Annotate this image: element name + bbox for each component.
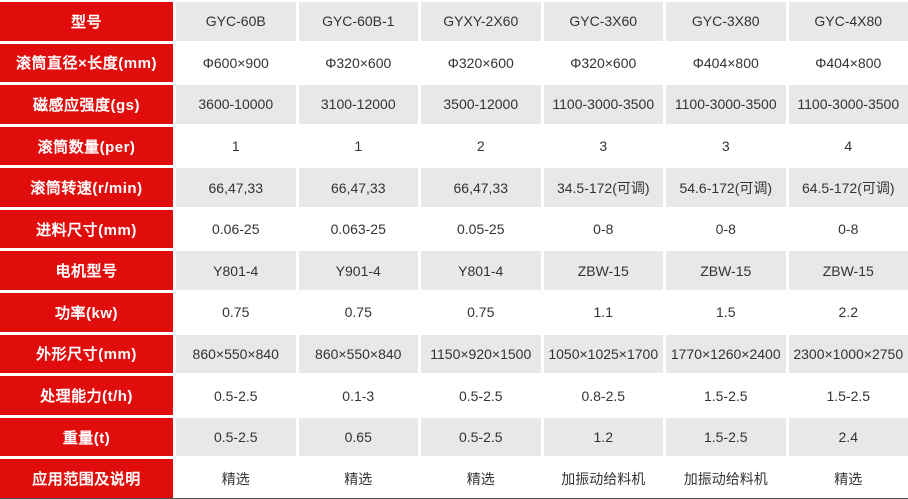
- data-cell: 2.4: [788, 417, 908, 457]
- row-label: 功率(kw): [0, 293, 173, 332]
- data-cell: 0.05-25: [421, 209, 541, 249]
- data-cell: 3: [666, 126, 786, 166]
- data-cell: ZBW-15: [666, 251, 786, 291]
- data-cell: 1: [298, 126, 418, 166]
- data-cell: 66,47,33: [421, 168, 541, 207]
- data-cell: 精选: [421, 459, 541, 498]
- data-cell: 0.5-2.5: [176, 376, 296, 415]
- data-cell: 66,47,33: [298, 168, 418, 207]
- row-label: 型号: [0, 2, 173, 41]
- data-cell: 精选: [788, 459, 908, 498]
- data-cell: 1.5-2.5: [666, 376, 786, 415]
- data-cell: Φ404×800: [666, 43, 786, 83]
- data-cell: ZBW-15: [788, 251, 908, 291]
- data-cell: GYC-3X80: [666, 2, 786, 41]
- data-cell: 1150×920×1500: [421, 334, 541, 374]
- row-label: 滚筒转速(r/min): [0, 168, 173, 207]
- row-label: 滚筒数量(per): [0, 126, 173, 166]
- data-cell: 0.65: [298, 417, 418, 457]
- data-cell: GYC-60B-1: [298, 2, 418, 41]
- row-label: 应用范围及说明: [0, 459, 173, 498]
- data-cell: Φ600×900: [176, 43, 296, 83]
- data-cell: 1.5-2.5: [666, 417, 786, 457]
- data-cell: 3100-12000: [298, 85, 418, 124]
- data-cell: Y901-4: [298, 251, 418, 291]
- row-label: 电机型号: [0, 251, 173, 291]
- data-cell: 2300×1000×2750: [788, 334, 908, 374]
- row-label: 外形尺寸(mm): [0, 334, 173, 374]
- data-cell: 1.5-2.5: [788, 376, 908, 415]
- data-cell: 0.063-25: [298, 209, 418, 249]
- data-cell: 54.6-172(可调): [666, 168, 786, 207]
- data-cell: 3: [543, 126, 663, 166]
- data-cell: 0.1-3: [298, 376, 418, 415]
- row-label: 处理能力(t/h): [0, 376, 173, 415]
- data-cell: 3600-10000: [176, 85, 296, 124]
- data-cell: GYC-60B: [176, 2, 296, 41]
- data-cell: 860×550×840: [176, 334, 296, 374]
- data-cell: 1050×1025×1700: [543, 334, 663, 374]
- data-cell: Y801-4: [421, 251, 541, 291]
- data-cell: 1.5: [666, 293, 786, 332]
- data-cell: 加振动给料机: [666, 459, 786, 498]
- row-label: 磁感应强度(gs): [0, 85, 173, 124]
- data-cell: 1.2: [543, 417, 663, 457]
- data-cell: 精选: [176, 459, 296, 498]
- data-cell: 0.8-2.5: [543, 376, 663, 415]
- data-cell: 精选: [298, 459, 418, 498]
- data-cell: 1: [176, 126, 296, 166]
- data-cell: Φ320×600: [298, 43, 418, 83]
- data-cell: Φ320×600: [543, 43, 663, 83]
- data-cell: 64.5-172(可调): [788, 168, 908, 207]
- data-cell: 4: [788, 126, 908, 166]
- data-cell: 2.2: [788, 293, 908, 332]
- data-cell: 1100-3000-3500: [666, 85, 786, 124]
- row-label: 进料尺寸(mm): [0, 209, 173, 249]
- data-cell: ZBW-15: [543, 251, 663, 291]
- data-cell: 0.5-2.5: [421, 376, 541, 415]
- data-cell: 66,47,33: [176, 168, 296, 207]
- data-cell: 0.75: [421, 293, 541, 332]
- data-cell: 860×550×840: [298, 334, 418, 374]
- data-cell: Φ320×600: [421, 43, 541, 83]
- data-cell: Y801-4: [176, 251, 296, 291]
- data-cell: GYC-3X60: [543, 2, 663, 41]
- data-cell: 0.75: [176, 293, 296, 332]
- data-cell: 1100-3000-3500: [543, 85, 663, 124]
- data-cell: 1.1: [543, 293, 663, 332]
- data-cell: 0.75: [298, 293, 418, 332]
- data-cell: 1100-3000-3500: [788, 85, 908, 124]
- data-cell: 3500-12000: [421, 85, 541, 124]
- data-cell: 34.5-172(可调): [543, 168, 663, 207]
- row-label: 滚筒直径×长度(mm): [0, 43, 173, 83]
- row-label: 重量(t): [0, 417, 173, 457]
- data-cell: 0-8: [788, 209, 908, 249]
- data-cell: 1770×1260×2400: [666, 334, 786, 374]
- data-cell: 2: [421, 126, 541, 166]
- data-cell: Φ404×800: [788, 43, 908, 83]
- data-cell: 0.5-2.5: [421, 417, 541, 457]
- data-cell: 0-8: [543, 209, 663, 249]
- data-cell: 0.5-2.5: [176, 417, 296, 457]
- data-cell: GYXY-2X60: [421, 2, 541, 41]
- data-cell: 0.06-25: [176, 209, 296, 249]
- data-cell: 0-8: [666, 209, 786, 249]
- data-cell: GYC-4X80: [788, 2, 908, 41]
- data-cell: 加振动给料机: [543, 459, 663, 498]
